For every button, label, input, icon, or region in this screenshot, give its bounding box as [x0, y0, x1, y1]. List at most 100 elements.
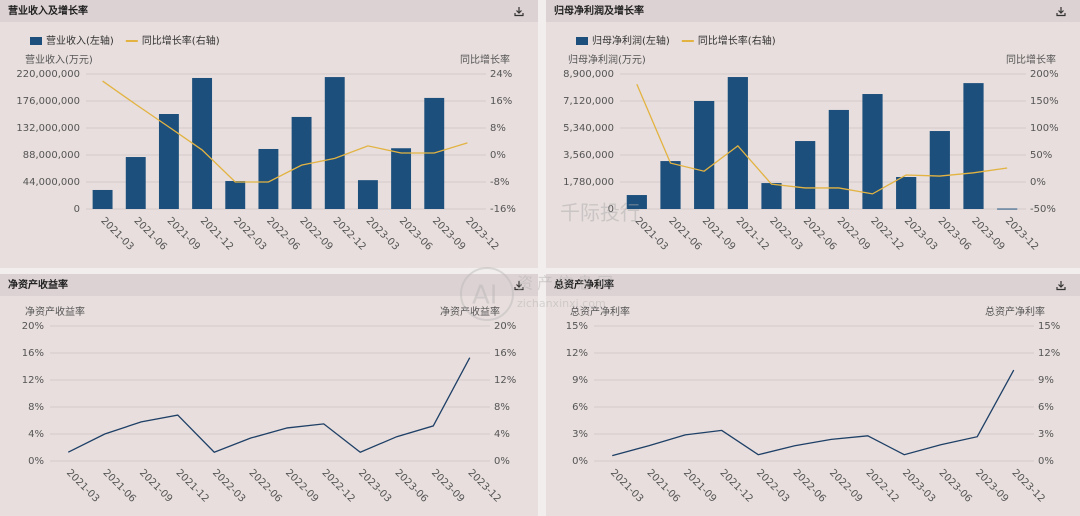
y-tick-label: 0% — [28, 456, 44, 467]
y2-tick-label: 15% — [1038, 321, 1060, 332]
bar — [862, 94, 883, 209]
y-tick-label: 0% — [572, 456, 588, 467]
watermark-logo — [460, 267, 514, 321]
y2-tick-label: 24% — [490, 69, 512, 80]
y2-tick-label: 150% — [1030, 96, 1059, 107]
y-axis-title: 净资产收益率 — [25, 305, 85, 318]
y2-tick-label: 0% — [1038, 456, 1054, 467]
y-tick-label: 8,900,000 — [563, 69, 614, 80]
y2-tick-label: 200% — [1030, 69, 1059, 80]
y-axis-title: 归母净利润(万元) — [568, 53, 646, 66]
y-axis-title: 总资产净利率 — [570, 305, 630, 318]
download-icon — [514, 281, 524, 291]
bar — [828, 109, 849, 209]
bar — [192, 77, 213, 209]
bar — [929, 131, 950, 209]
bar — [626, 195, 647, 209]
bar — [727, 77, 748, 209]
y-tick-label: 5,340,000 — [563, 123, 614, 134]
y-tick-label: 6% — [572, 402, 588, 413]
panel-header — [546, 274, 1080, 296]
legend-swatch — [576, 37, 588, 45]
y2-tick-label: 0% — [1030, 177, 1046, 188]
bar — [963, 83, 984, 209]
y-tick-label: 1,780,000 — [563, 177, 614, 188]
legend-swatch — [30, 37, 42, 45]
y2-tick-label: 20% — [494, 321, 516, 332]
y2-tick-label: 4% — [494, 429, 510, 440]
y2-tick-label: 8% — [494, 402, 510, 413]
y-tick-label: 4% — [28, 429, 44, 440]
bar — [225, 181, 246, 209]
panel-background — [0, 0, 538, 268]
y2-tick-label: -8% — [490, 177, 509, 188]
legend-label: 同比增长率(右轴) — [142, 34, 220, 47]
y-tick-label: 9% — [572, 375, 588, 386]
y-tick-label: 132,000,000 — [16, 123, 80, 134]
y2-axis-title: 同比增长率 — [460, 53, 510, 66]
y-tick-label: 16% — [22, 348, 44, 359]
y2-tick-label: 16% — [490, 96, 512, 107]
panel-header — [546, 0, 1080, 22]
y2-tick-label: 50% — [1030, 150, 1052, 161]
y2-tick-label: 12% — [494, 375, 516, 386]
panel-title: 归母净利润及增长率 — [554, 4, 644, 17]
y2-tick-label: 6% — [1038, 402, 1054, 413]
y2-axis-title: 总资产净利率 — [985, 305, 1045, 318]
y-tick-label: 12% — [22, 375, 44, 386]
y2-tick-label: 16% — [494, 348, 516, 359]
panel-header — [0, 274, 538, 296]
bar — [258, 148, 279, 209]
y-tick-label: 3% — [572, 429, 588, 440]
panel-title: 总资产净利率 — [554, 278, 614, 291]
bar — [324, 77, 345, 210]
download-icon — [1056, 281, 1066, 291]
watermark: 千际投行 AI 资产信息网 zichanxinxi.com — [460, 201, 640, 321]
y-tick-label: 88,000,000 — [23, 150, 80, 161]
y-tick-label: 0 — [74, 204, 80, 215]
bar — [896, 176, 917, 209]
download-button[interactable] — [1056, 7, 1066, 17]
y-tick-label: 7,120,000 — [563, 96, 614, 107]
download-button[interactable] — [1056, 281, 1066, 291]
panel-title: 营业收入及增长率 — [8, 4, 88, 17]
download-button[interactable] — [514, 281, 524, 291]
y-tick-label: 20% — [22, 321, 44, 332]
watermark-text: zichanxinxi.com — [517, 297, 606, 310]
download-button[interactable] — [514, 7, 524, 17]
y2-tick-label: 0% — [494, 456, 510, 467]
panel-background — [546, 274, 1080, 516]
download-icon — [1056, 7, 1066, 17]
y2-axis-title: 同比增长率 — [1006, 53, 1056, 66]
line-series — [612, 369, 1015, 457]
y-tick-label: 44,000,000 — [23, 177, 80, 188]
watermark-text: AI — [472, 281, 497, 311]
panel-background — [0, 274, 538, 516]
bar — [357, 180, 378, 209]
panel-background — [546, 0, 1080, 268]
y-tick-label: 12% — [566, 348, 588, 359]
bar — [291, 116, 312, 209]
legend-label: 归母净利润(左轴) — [592, 34, 670, 47]
y2-tick-label: 8% — [490, 123, 506, 134]
bar — [125, 157, 146, 209]
y-axis-title: 营业收入(万元) — [25, 53, 93, 66]
line-series — [102, 80, 468, 183]
bar — [694, 101, 715, 209]
bar — [92, 189, 113, 209]
y-tick-label: 220,000,000 — [16, 69, 80, 80]
y2-tick-label: 12% — [1038, 348, 1060, 359]
line-series — [636, 84, 1008, 195]
legend-label: 营业收入(左轴) — [46, 34, 114, 47]
bar — [795, 141, 816, 209]
line-series — [67, 357, 471, 453]
y-tick-label: 0 — [608, 204, 614, 215]
panel-header — [0, 0, 538, 22]
bar — [391, 148, 412, 209]
y-tick-label: 176,000,000 — [16, 96, 80, 107]
